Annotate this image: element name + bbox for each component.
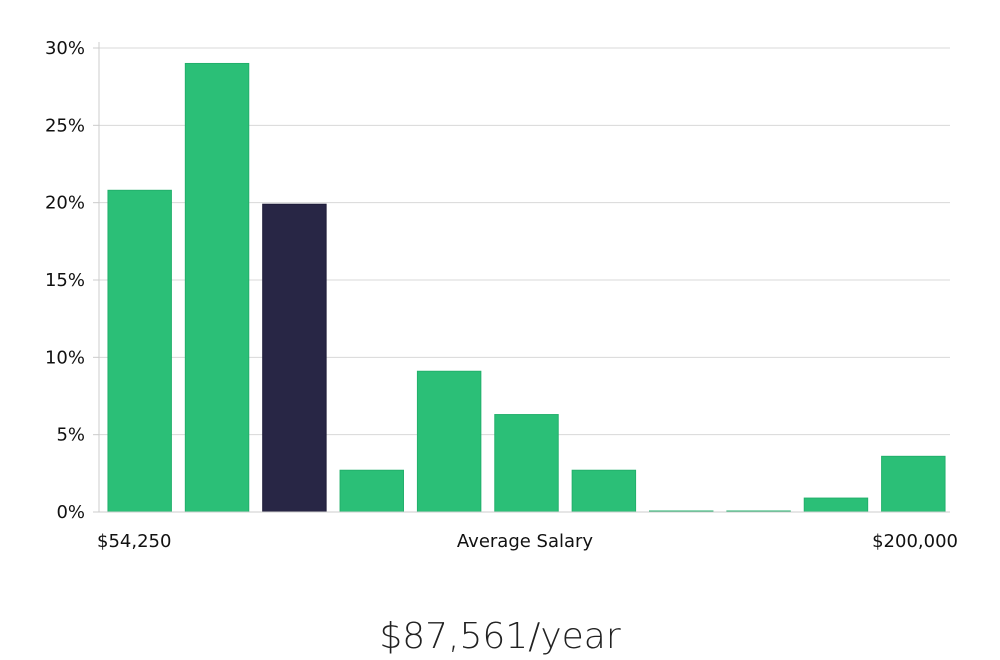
y-tick-label: 5% <box>56 425 85 446</box>
y-tick-label: 25% <box>45 115 85 136</box>
y-axis-ticks: 0% 5% 10% 15% 20% 25% 30% <box>45 38 99 523</box>
histogram-bar <box>416 370 482 513</box>
histogram-bar <box>881 455 946 513</box>
histogram-bar <box>184 62 250 513</box>
y-tick-label: 0% <box>56 502 85 523</box>
histogram-bar <box>571 469 637 513</box>
histogram-bar <box>339 469 404 513</box>
y-tick-label: 30% <box>45 38 85 59</box>
histogram-bar <box>803 497 869 513</box>
histogram-bar <box>107 189 172 513</box>
y-tick-label: 10% <box>45 347 85 368</box>
bars <box>107 62 946 513</box>
y-tick-label: 15% <box>45 270 85 291</box>
average-salary-value: $87,561/year <box>379 616 621 657</box>
x-axis-title: Average Salary <box>457 531 594 552</box>
x-axis-end-label: $200,000 <box>872 531 958 552</box>
histogram-bar <box>494 414 559 513</box>
x-axis-start-label: $54,250 <box>97 531 171 552</box>
y-tick-label: 20% <box>45 193 85 214</box>
histogram-bar-highlighted <box>262 203 327 513</box>
